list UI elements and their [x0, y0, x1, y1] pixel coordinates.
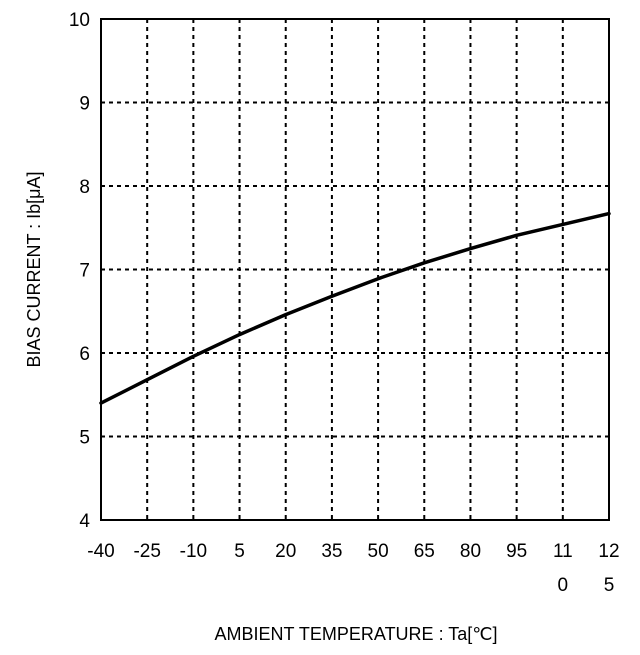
series-line [99, 211, 611, 405]
x-tick-label: 95 [506, 541, 527, 562]
y-tick-labels: 4 5 6 7 8 9 10 [69, 10, 91, 532]
x-tick-label: 80 [460, 541, 481, 562]
x-tick-label: 11 0 [553, 541, 573, 596]
x-tick-label: 65 [414, 541, 435, 562]
plot-area-frame [100, 18, 610, 521]
x-tick-labels: -40 -25 -10 5 20 35 50 65 80 95 11 0 12 5 [87, 541, 619, 596]
x-tick-label: 12 5 [598, 541, 619, 596]
x-tick-label: -25 [133, 541, 160, 562]
y-axis-label: BIAS CURRENT : Ib[μA] [24, 171, 44, 367]
y-tick-label: 10 [69, 10, 90, 31]
y-tick-label: 6 [79, 344, 90, 365]
y-tick-label: 5 [79, 428, 90, 449]
x-tick-label: 50 [368, 541, 389, 562]
grid-lines [101, 19, 609, 520]
y-tick-label: 7 [79, 261, 90, 282]
x-tick-label: 20 [275, 541, 296, 562]
series-layer [99, 211, 611, 405]
y-tick-label: 8 [79, 177, 90, 198]
x-tick-label: 5 [234, 541, 245, 562]
y-tick-label: 9 [79, 94, 90, 115]
x-axis-label: AMBIENT TEMPERATURE : Ta[℃] [215, 624, 498, 644]
y-tick-label: 4 [79, 511, 90, 532]
x-tick-label: -40 [87, 541, 114, 562]
x-tick-label: 35 [321, 541, 342, 562]
x-tick-label: -10 [180, 541, 207, 562]
